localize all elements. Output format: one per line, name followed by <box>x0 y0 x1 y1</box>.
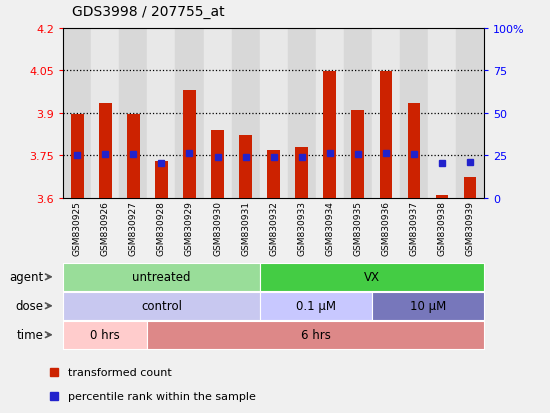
Bar <box>344 29 372 198</box>
Bar <box>408 104 420 198</box>
Bar <box>260 29 288 198</box>
Bar <box>127 115 140 198</box>
Bar <box>147 29 175 198</box>
Text: 0 hrs: 0 hrs <box>90 328 120 342</box>
Text: transformed count: transformed count <box>68 367 172 377</box>
Bar <box>456 29 484 198</box>
Text: 10 μM: 10 μM <box>410 299 446 313</box>
Bar <box>204 29 232 198</box>
Bar <box>155 161 168 198</box>
Text: VX: VX <box>364 271 380 284</box>
Bar <box>91 29 119 198</box>
Text: dose: dose <box>15 299 43 312</box>
Bar <box>183 91 196 198</box>
Bar <box>351 111 364 198</box>
Bar <box>372 29 400 198</box>
Bar <box>63 29 91 198</box>
Bar <box>288 29 316 198</box>
Bar <box>119 29 147 198</box>
Bar <box>428 29 456 198</box>
Text: 6 hrs: 6 hrs <box>301 328 331 342</box>
Bar <box>400 29 428 198</box>
Bar <box>464 177 476 198</box>
Text: untreated: untreated <box>132 271 191 284</box>
Text: 0.1 μM: 0.1 μM <box>296 299 336 313</box>
Bar <box>267 150 280 198</box>
Bar <box>71 115 84 198</box>
Text: control: control <box>141 299 182 313</box>
Bar <box>211 131 224 198</box>
Text: agent: agent <box>9 270 43 283</box>
Text: percentile rank within the sample: percentile rank within the sample <box>68 392 256 401</box>
Bar <box>379 72 392 198</box>
Bar <box>239 136 252 198</box>
Bar <box>436 195 448 198</box>
Bar <box>316 29 344 198</box>
Bar <box>175 29 204 198</box>
Bar <box>323 72 336 198</box>
Text: GDS3998 / 207755_at: GDS3998 / 207755_at <box>72 5 224 19</box>
Bar <box>295 147 308 198</box>
Bar <box>99 104 112 198</box>
Bar <box>232 29 260 198</box>
Text: time: time <box>16 328 43 341</box>
